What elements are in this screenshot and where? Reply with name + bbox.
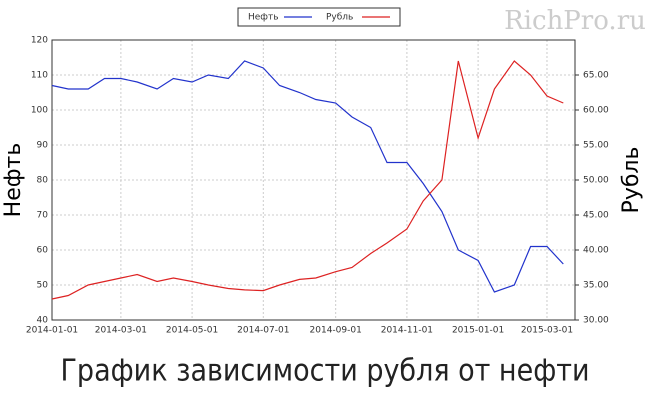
legend-label: Нефть <box>248 13 279 23</box>
line-series <box>51 60 564 300</box>
x-tick-label: 2014-05-01 <box>166 326 218 336</box>
line-series <box>51 60 564 293</box>
x-tick-label: 2015-01-01 <box>452 326 504 336</box>
x-tick-label: 2014-11-01 <box>381 326 433 336</box>
y-tick-label: 50 <box>37 281 49 291</box>
y-tick-label: 100 <box>31 106 48 116</box>
y-tick-label: 70 <box>37 211 49 221</box>
x-tick-label: 2014-01-01 <box>26 326 78 336</box>
y2-tick-label: 30.00 <box>583 316 609 326</box>
y-tick-label: 90 <box>37 141 49 151</box>
y-tick-label: 120 <box>31 36 48 46</box>
x-tick-label: 2014-07-01 <box>237 326 289 336</box>
y2-tick-label: 35.00 <box>583 281 609 291</box>
y-axis-label: Нефть <box>1 143 26 218</box>
y2-tick-label: 60.00 <box>583 106 609 116</box>
watermark: RichPro.ru <box>504 6 646 36</box>
chart-title: График зависимости рубля от нефти <box>60 354 589 389</box>
x-tick-label: 2014-03-01 <box>95 326 147 336</box>
x-tick-label: 2015-03-01 <box>521 326 573 336</box>
y-tick-label: 40 <box>37 316 49 326</box>
x-tick-label: 2014-09-01 <box>310 326 362 336</box>
y-tick-label: 60 <box>37 246 49 256</box>
legend-label: Рубль <box>326 13 353 23</box>
y2-tick-label: 65.00 <box>583 71 609 81</box>
y2-axis-label: Рубль <box>619 147 644 214</box>
plot-frame <box>51 39 576 321</box>
y-tick-label: 80 <box>37 176 49 186</box>
legend-box <box>237 7 401 27</box>
y-tick-label: 110 <box>31 71 48 81</box>
y2-tick-label: 55.00 <box>583 141 609 151</box>
y2-tick-label: 40.00 <box>583 246 609 256</box>
y2-tick-label: 45.00 <box>583 211 609 221</box>
y2-tick-label: 50.00 <box>583 176 609 186</box>
